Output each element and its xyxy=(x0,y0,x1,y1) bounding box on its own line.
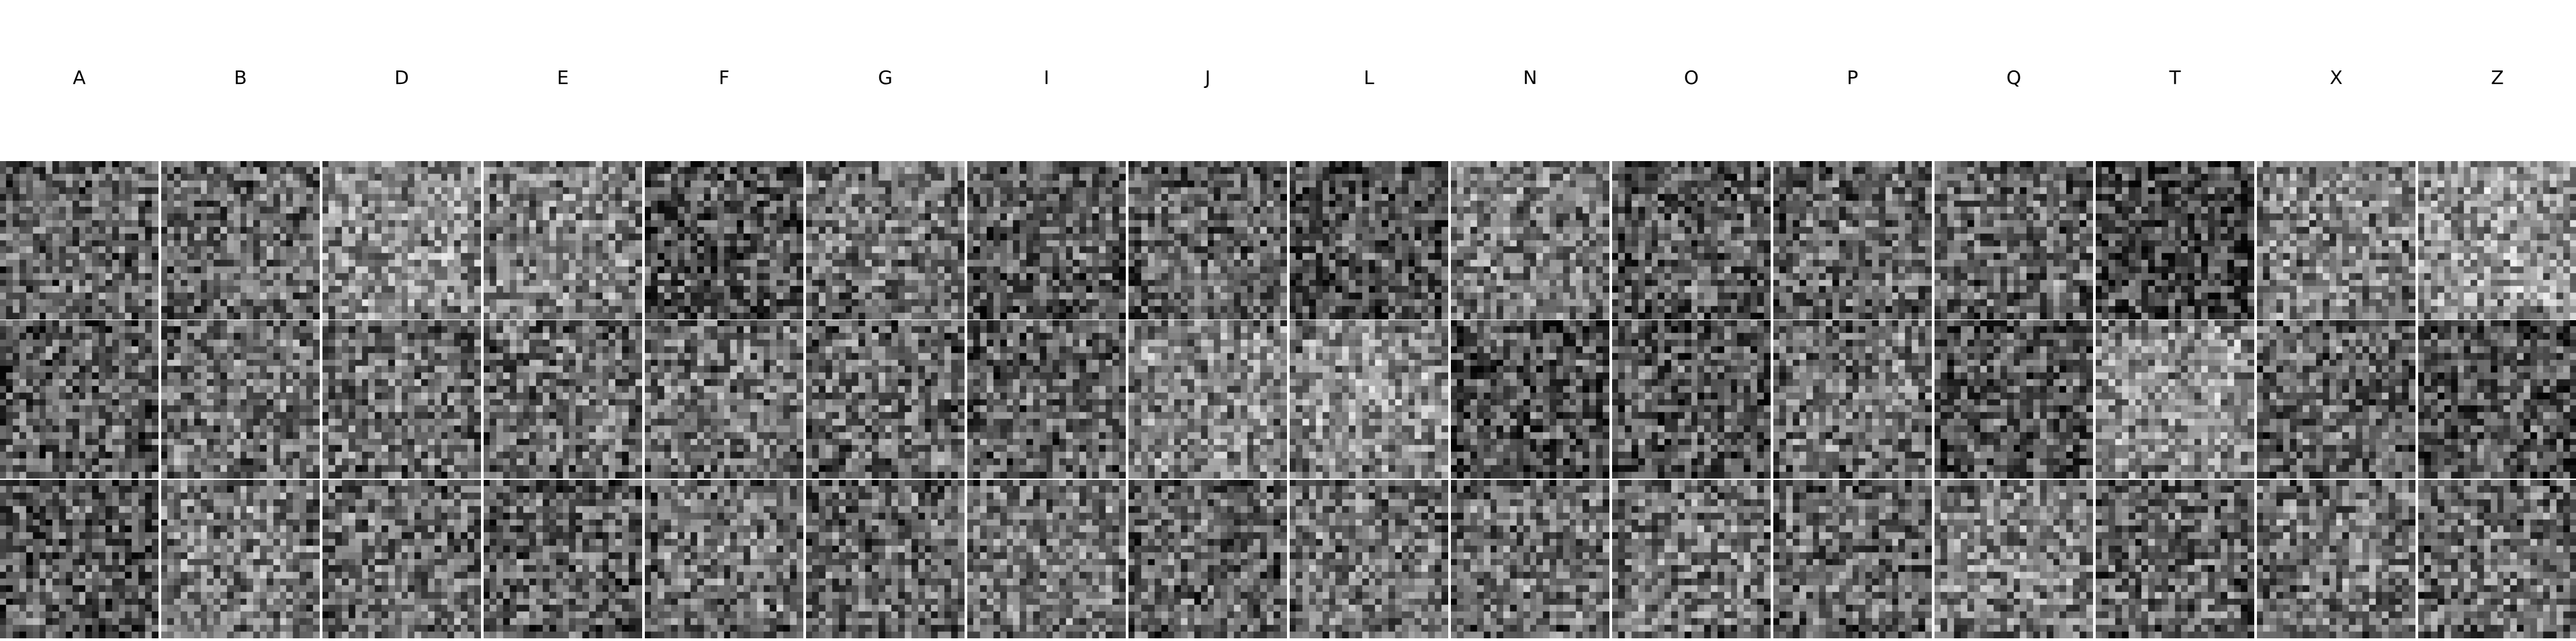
noise-tile-g-row-3 xyxy=(806,480,965,638)
noise-tile-p-row-1 xyxy=(1773,161,1932,319)
noise-tile-d-row-1 xyxy=(322,161,481,319)
column-label-z: Z xyxy=(2491,66,2504,89)
column-label-b: B xyxy=(234,66,247,89)
noise-tile-b-row-2 xyxy=(161,320,320,479)
noise-tile-d-row-3 xyxy=(322,480,481,638)
noise-tile-l-row-3 xyxy=(1290,480,1448,638)
column-label-o: O xyxy=(1683,66,1699,89)
column-label-q: Q xyxy=(2006,66,2022,89)
noise-tile-b-row-1 xyxy=(161,161,320,319)
column-label-i: I xyxy=(1043,66,1050,89)
noise-tile-o-row-3 xyxy=(1612,480,1771,638)
column-label-n: N xyxy=(1523,66,1538,89)
noise-tile-f-row-2 xyxy=(645,320,803,479)
noise-tile-x-row-2 xyxy=(2257,320,2415,479)
noise-tile-e-row-1 xyxy=(484,161,642,319)
noise-tile-g-row-2 xyxy=(806,320,965,479)
noise-tile-p-row-2 xyxy=(1773,320,1932,479)
noise-tile-i-row-1 xyxy=(967,161,1126,319)
noise-tile-i-row-2 xyxy=(967,320,1126,479)
noise-tile-a-row-1 xyxy=(0,161,159,319)
noise-tile-l-row-1 xyxy=(1290,161,1448,319)
column-label-e: E xyxy=(557,66,569,89)
noise-tile-n-row-1 xyxy=(1451,161,1609,319)
noise-tile-o-row-2 xyxy=(1612,320,1771,479)
noise-tile-j-row-1 xyxy=(1128,161,1287,319)
noise-tile-o-row-1 xyxy=(1612,161,1771,319)
noise-tile-a-row-2 xyxy=(0,320,159,479)
noise-tile-n-row-2 xyxy=(1451,320,1609,479)
column-label-x: X xyxy=(2329,66,2343,89)
noise-tile-a-row-3 xyxy=(0,480,159,638)
column-label-j: J xyxy=(1204,66,1211,89)
noise-tile-n-row-3 xyxy=(1451,480,1609,638)
noise-tile-b-row-3 xyxy=(161,480,320,638)
column-label-t: T xyxy=(2169,66,2181,89)
noise-tile-x-row-3 xyxy=(2257,480,2415,638)
noise-tile-t-row-3 xyxy=(2096,480,2254,638)
noise-tile-t-row-2 xyxy=(2096,320,2254,479)
noise-tile-t-row-1 xyxy=(2096,161,2254,319)
noise-tile-q-row-2 xyxy=(1935,320,2093,479)
column-label-f: F xyxy=(718,66,730,89)
column-label-a: A xyxy=(73,66,86,89)
noise-tile-e-row-3 xyxy=(484,480,642,638)
noise-tile-z-row-2 xyxy=(2418,320,2576,479)
noise-tile-f-row-1 xyxy=(645,161,803,319)
noise-tile-g-row-1 xyxy=(806,161,965,319)
column-label-l: L xyxy=(1364,66,1374,89)
noise-tile-f-row-3 xyxy=(645,480,803,638)
noise-tile-l-row-2 xyxy=(1290,320,1448,479)
noise-tile-q-row-3 xyxy=(1935,480,2093,638)
noise-tile-q-row-1 xyxy=(1935,161,2093,319)
column-label-g: G xyxy=(878,66,893,89)
noise-tile-x-row-1 xyxy=(2257,161,2415,319)
column-label-d: D xyxy=(394,66,409,89)
noise-tile-p-row-3 xyxy=(1773,480,1932,638)
noise-tile-z-row-3 xyxy=(2418,480,2576,638)
noise-tile-j-row-3 xyxy=(1128,480,1287,638)
noise-tile-j-row-2 xyxy=(1128,320,1287,479)
noise-tile-e-row-2 xyxy=(484,320,642,479)
noise-tile-d-row-2 xyxy=(322,320,481,479)
noise-tile-i-row-3 xyxy=(967,480,1126,638)
column-label-p: P xyxy=(1847,66,1859,89)
noise-tile-z-row-1 xyxy=(2418,161,2576,319)
